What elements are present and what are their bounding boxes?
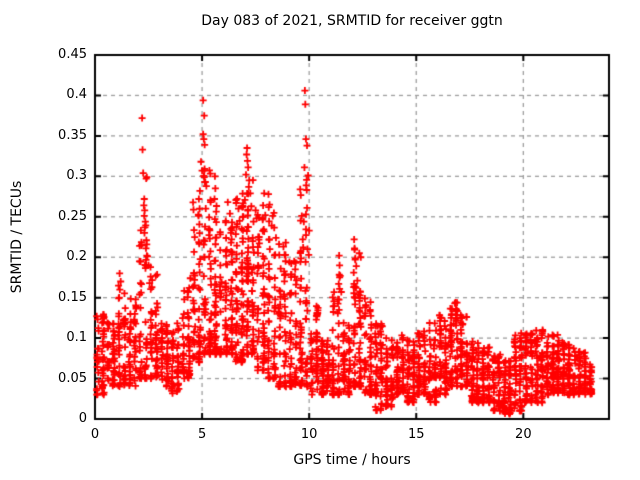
x-tick-label: 15: [407, 427, 425, 442]
y-tick-label: 0.45: [58, 47, 87, 62]
y-tick-label: 0.2: [66, 249, 87, 265]
y-tick-label: 0.35: [58, 127, 87, 143]
y-tick-label: 0.3: [66, 168, 87, 184]
y-tick-label: 0: [78, 411, 87, 426]
y-tick-label: 0.25: [58, 208, 87, 224]
y-tick-label: 0.15: [58, 289, 87, 305]
x-tick-label: 20: [515, 427, 532, 442]
x-tick-label: 10: [300, 427, 318, 442]
x-tick-label: 0: [90, 427, 100, 442]
x-axis-title: GPS time / hours: [293, 452, 411, 468]
y-tick-label: 0.05: [58, 370, 87, 386]
y-tick-label: 0.4: [66, 87, 87, 103]
y-tick-label: 0.1: [66, 330, 87, 346]
x-tick-label: 5: [197, 427, 207, 442]
